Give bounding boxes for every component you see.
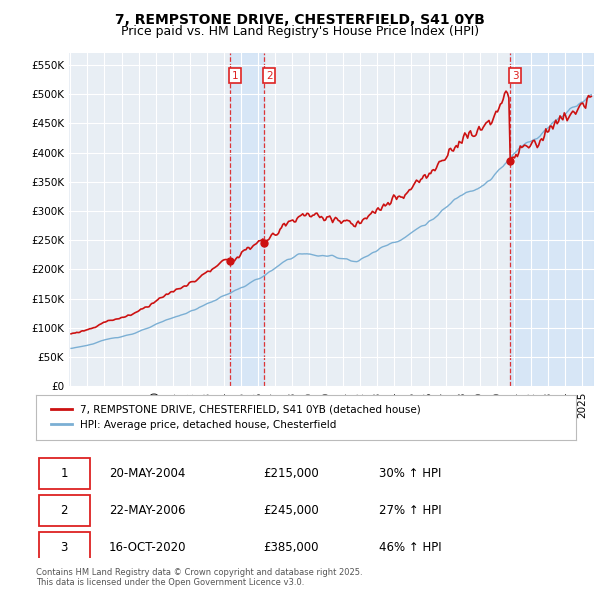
Text: Contains HM Land Registry data © Crown copyright and database right 2025.
This d: Contains HM Land Registry data © Crown c… [36,568,362,587]
Legend: 7, REMPSTONE DRIVE, CHESTERFIELD, S41 0YB (detached house), HPI: Average price, : 7, REMPSTONE DRIVE, CHESTERFIELD, S41 0Y… [47,401,425,434]
Text: 1: 1 [61,467,68,480]
Text: 16-OCT-2020: 16-OCT-2020 [109,541,187,554]
Text: 30% ↑ HPI: 30% ↑ HPI [379,467,441,480]
Text: 20-MAY-2004: 20-MAY-2004 [109,467,185,480]
Text: Price paid vs. HM Land Registry's House Price Index (HPI): Price paid vs. HM Land Registry's House … [121,25,479,38]
Bar [510,53,593,386]
FancyBboxPatch shape [39,532,90,563]
Text: 1: 1 [232,71,239,81]
Text: 46% ↑ HPI: 46% ↑ HPI [379,541,442,554]
Text: £215,000: £215,000 [263,467,319,480]
Text: £385,000: £385,000 [263,541,318,554]
Text: £245,000: £245,000 [263,504,319,517]
Text: 22-MAY-2006: 22-MAY-2006 [109,504,185,517]
FancyBboxPatch shape [39,458,90,489]
Text: 7, REMPSTONE DRIVE, CHESTERFIELD, S41 0YB: 7, REMPSTONE DRIVE, CHESTERFIELD, S41 0Y… [115,13,485,27]
Text: 27% ↑ HPI: 27% ↑ HPI [379,504,442,517]
Text: 3: 3 [61,541,68,554]
Bar [230,53,264,386]
Text: 3: 3 [512,71,518,81]
FancyBboxPatch shape [39,495,90,526]
Text: 2: 2 [266,71,272,81]
Text: 2: 2 [61,504,68,517]
